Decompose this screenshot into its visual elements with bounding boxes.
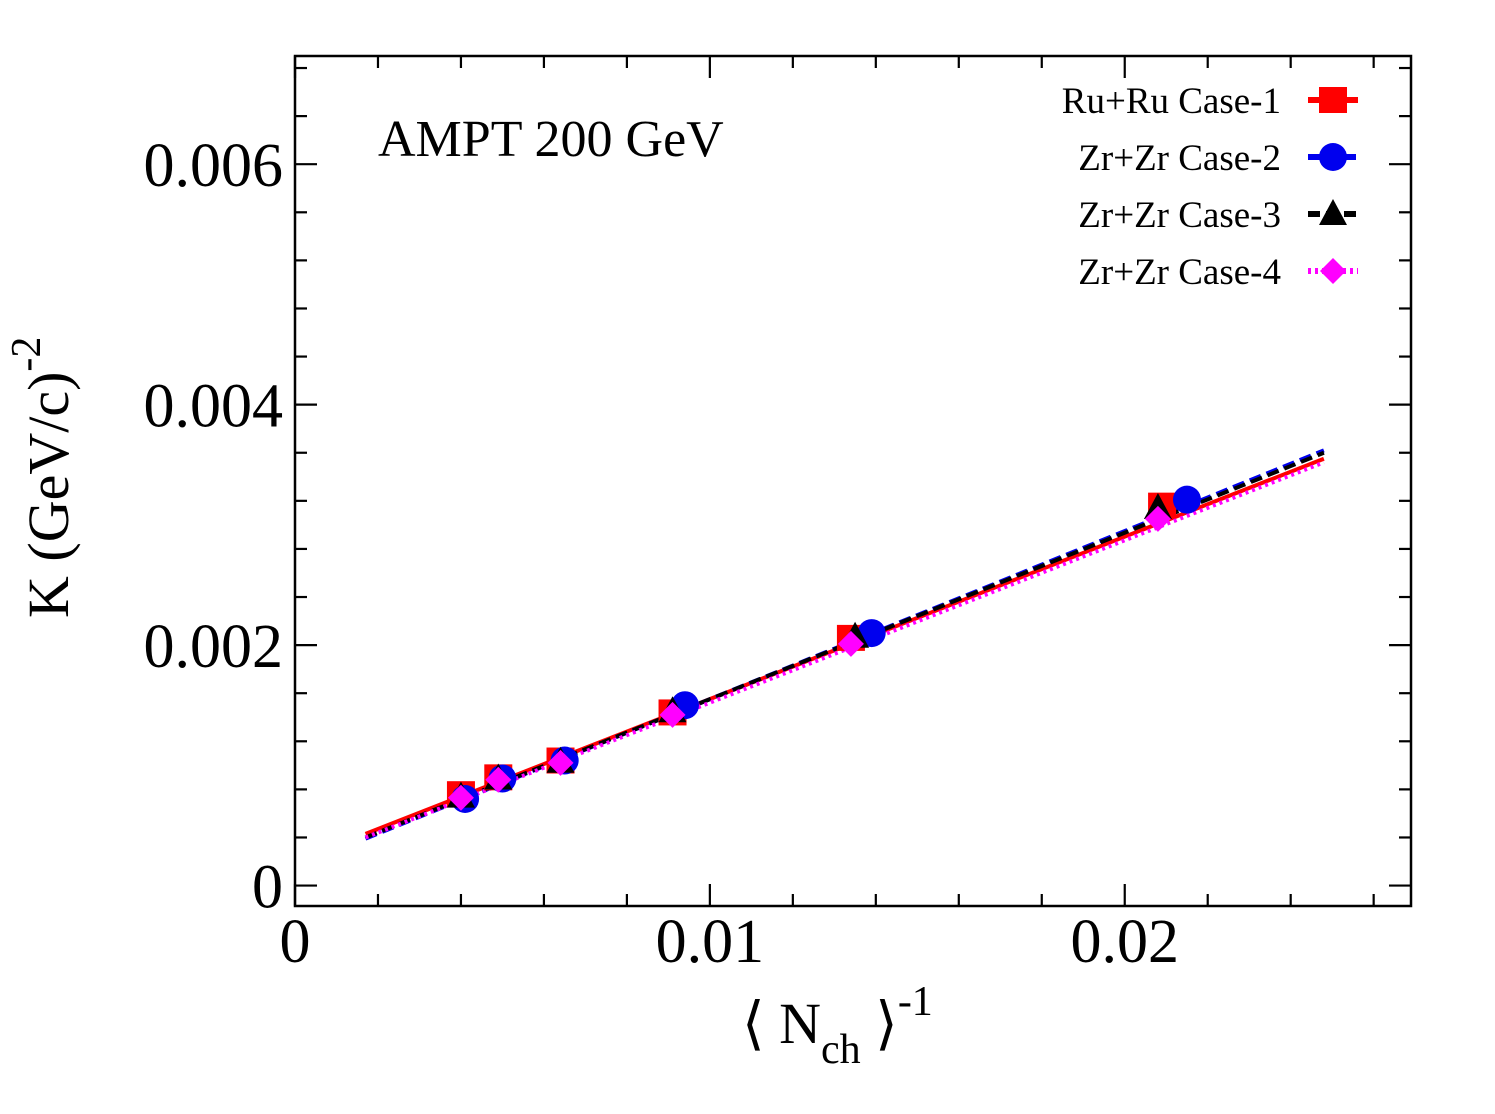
legend-marker: [1319, 199, 1347, 225]
data-point: [447, 784, 474, 811]
x-tick-label: 0.01: [656, 908, 765, 976]
fit-line: [364, 450, 1325, 840]
data-point: [1144, 505, 1171, 532]
y-tick-labels: 0 0.002 0.004 0.006: [144, 132, 284, 921]
legend-label: Zr+Zr Case-4: [1078, 252, 1281, 293]
legend-label: Zr+Zr Case-2: [1078, 138, 1281, 179]
y-tick-label: 0: [252, 854, 283, 922]
axis-ticks: [293, 56, 1411, 906]
legend-label: Zr+Zr Case-3: [1078, 195, 1281, 236]
x-tick-labels: 0 0.01 0.02: [280, 908, 1179, 976]
y-axis-title: K (GeV/c)-2: [4, 337, 81, 618]
x-tick-label: 0: [280, 908, 311, 976]
x-axis-title-sup: -1: [898, 979, 933, 1025]
y-axis-title-sup: -2: [4, 337, 50, 372]
y-axis-title-main: K (GeV/c): [16, 372, 81, 618]
data-point: [1172, 485, 1201, 514]
y-tick-label: 0.006: [144, 132, 284, 200]
plot-frame: [293, 54, 1413, 908]
data-point: [659, 701, 686, 728]
annotation-text: AMPT 200 GeV: [378, 111, 724, 168]
x-axis-title-sub: ch: [821, 1027, 861, 1073]
data-points: [446, 485, 1201, 813]
x-axis-title-left: ⟨ N: [742, 991, 821, 1056]
legend-marker: [1320, 258, 1346, 284]
data-point: [485, 766, 512, 793]
x-axis-title: ⟨ Nch ⟩-1: [742, 979, 933, 1073]
x-tick-label: 0.02: [1070, 908, 1179, 976]
legend-marker: [1319, 143, 1347, 171]
y-tick-label: 0.004: [144, 373, 284, 441]
y-tick-label: 0.002: [144, 613, 284, 681]
legend-marker: [1319, 87, 1347, 113]
legend-label: Ru+Ru Case-1: [1062, 81, 1281, 122]
data-point: [547, 749, 574, 776]
data-point: [837, 630, 864, 657]
legend: Ru+Ru Case-1 Zr+Zr Case-2 Zr+Zr Case-3 Zr+Z…: [1062, 81, 1358, 293]
x-axis-title-right: ⟩: [861, 991, 898, 1056]
